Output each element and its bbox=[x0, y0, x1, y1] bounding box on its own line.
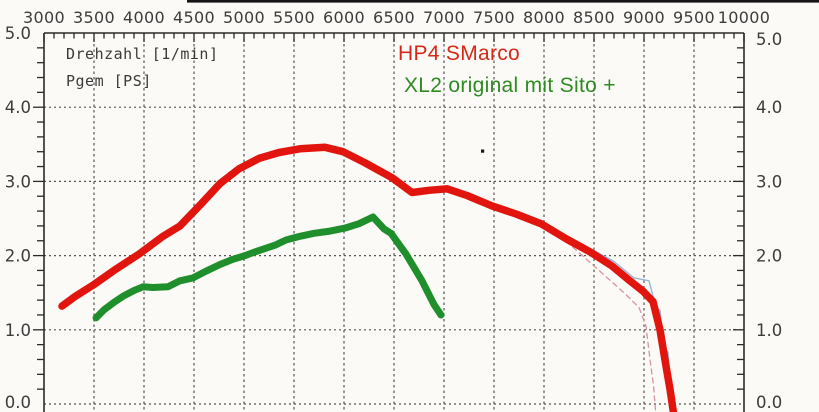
legend-label-xl2-original: XL2 original mit Sito + bbox=[404, 74, 616, 97]
y-tick-label-left: 1.0 bbox=[5, 321, 31, 340]
y-tick-label-left: 2.0 bbox=[5, 247, 31, 266]
x-tick-label: 7500 bbox=[473, 8, 515, 27]
axis-ticks bbox=[33, 33, 745, 390]
y-tick-label-right: 0.0 bbox=[756, 393, 782, 412]
x-tick-labels: 3000 3500 4000 4500 5000 5500 6000 6500 7000 7500… bbox=[23, 8, 770, 27]
x-axis-title: Drehzahl [1/min] bbox=[66, 45, 219, 63]
curve-xl2-original-mit-sito bbox=[92, 213, 445, 322]
y-tick-label-left: 5.0 bbox=[5, 24, 31, 43]
x-tick-label: 7000 bbox=[423, 8, 465, 27]
y-tick-label-right: 1.0 bbox=[756, 321, 782, 340]
y-axis-title: Pgem [PS] bbox=[66, 72, 152, 90]
y-tick-labels: 0.0 0.0 1.0 1.0 2.0 2.0 3.0 3.0 4.0 4.0 5.0 5.0 bbox=[5, 24, 783, 412]
y-tick-label-left: 3.0 bbox=[5, 172, 31, 191]
x-tick-label: 6500 bbox=[373, 8, 415, 27]
y-tick-label-right: 3.0 bbox=[756, 172, 782, 191]
scan-artifacts bbox=[187, 0, 819, 153]
x-tick-label: 3000 bbox=[23, 8, 65, 27]
y-tick-label-left: 4.0 bbox=[5, 98, 31, 117]
curve-ghost-trace-blue bbox=[63, 144, 677, 412]
curve-ghost-trace-pink-dashed bbox=[551, 228, 657, 411]
y-tick-label-right: 4.0 bbox=[756, 98, 782, 117]
x-tick-label: 8000 bbox=[523, 8, 565, 27]
x-tick-label: 8500 bbox=[573, 8, 615, 27]
y-tick-label-left: 0.0 bbox=[5, 393, 31, 412]
x-tick-label: 9500 bbox=[673, 8, 715, 27]
x-tick-label: 5500 bbox=[273, 8, 315, 27]
legend-label-hp4-smarco: HP4 SMarco bbox=[398, 42, 521, 65]
curve-hp4-smarco bbox=[58, 143, 678, 412]
x-tick-label: 5000 bbox=[223, 8, 265, 27]
x-tick-label: 4500 bbox=[173, 8, 215, 27]
y-tick-label-right: 2.0 bbox=[756, 247, 782, 266]
x-tick-label: 3500 bbox=[73, 8, 115, 27]
y-tick-label-right: 5.0 bbox=[756, 30, 782, 49]
x-tick-label: 9000 bbox=[623, 8, 665, 27]
x-tick-label: 4000 bbox=[123, 8, 165, 27]
x-tick-label: 10000 bbox=[718, 8, 770, 27]
x-tick-label: 6000 bbox=[323, 8, 365, 27]
